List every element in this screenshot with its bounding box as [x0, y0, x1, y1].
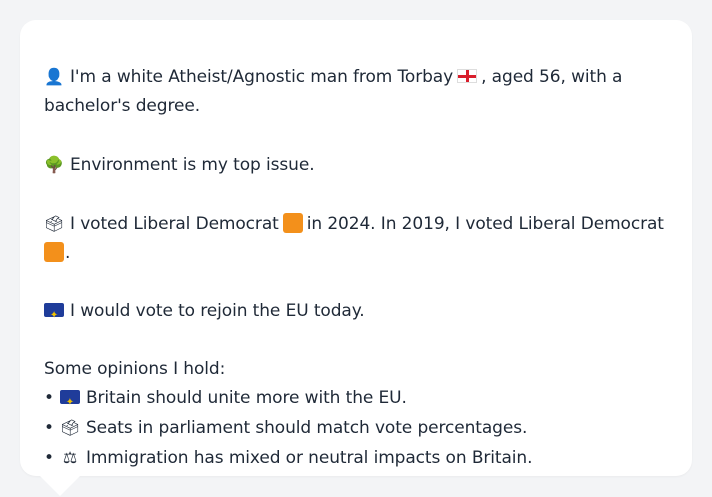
opinion-text: Immigration has mixed or neutral impacts… [85, 448, 533, 468]
top-issue-text: Environment is my top issue. [70, 155, 315, 175]
identity-text-cont: , aged 56, with a [481, 67, 623, 87]
voting-line-2: . [44, 239, 668, 268]
eu-line: I would vote to rejoin the EU today. [44, 297, 668, 330]
opinion-item: • ⚖ Immigration has mixed or neutral impac… [44, 443, 668, 473]
bullet: • [44, 388, 54, 408]
bubble-tail [40, 476, 80, 496]
orange-square-icon [282, 213, 303, 233]
england-flag-icon [457, 69, 478, 83]
opinion-item: • 🗳 Seats in parliament should match vote … [44, 413, 668, 443]
ballot-box-icon: 🗳 [59, 418, 81, 437]
opinion-text: Britain should unite more with the EU. [85, 388, 407, 408]
identity-text: I'm a white Atheist/Agnostic man from To… [70, 67, 454, 87]
voting-text-end: . [65, 243, 71, 263]
eu-flag-icon [44, 301, 64, 330]
profile-bubble: 👤 I'm a white Atheist/Agnostic man from T… [20, 20, 692, 476]
opinion-text: Seats in parliament should match vote pe… [85, 418, 528, 438]
bullet: • [44, 418, 54, 438]
eu-flag-icon [59, 388, 80, 417]
person-silhouette-icon: 👤 [44, 67, 64, 86]
identity-line-2: bachelor's degree. [44, 96, 201, 116]
orange-square-icon [44, 242, 64, 262]
top-issue-line: 🌳 Environment is my top issue. [44, 150, 668, 180]
voting-line-1: 🗳 I voted Liberal Democrat in 2024. In 201… [44, 209, 668, 239]
identity-line-1: 👤 I'm a white Atheist/Agnostic man from T… [44, 62, 668, 92]
bullet: • [44, 448, 54, 468]
opinions-heading: Some opinions I hold: [44, 359, 226, 379]
ballot-box-icon: 🗳 [44, 214, 65, 233]
voting-text-1: I voted Liberal Democrat [70, 214, 279, 234]
voting-text-2: in 2024. In 2019, I voted Liberal Democr… [306, 214, 664, 234]
eu-text: I would vote to rejoin the EU today. [70, 301, 365, 321]
tree-icon: 🌳 [44, 155, 64, 174]
opinion-item: • Britain should unite more with the EU. [44, 384, 668, 417]
balance-scale-icon: ⚖ [62, 448, 78, 467]
